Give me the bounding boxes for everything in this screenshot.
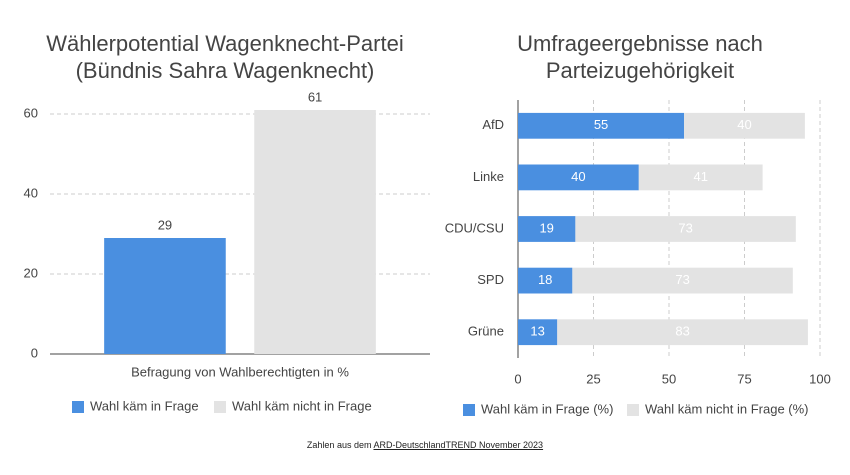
y-tick-label: 40 xyxy=(24,185,38,200)
chart-title: Wählerpotential Wagenknecht-Partei (Bünd… xyxy=(46,31,404,83)
bar xyxy=(254,110,376,354)
bar xyxy=(575,216,796,242)
y-tick-label: AfD xyxy=(482,117,504,132)
bar xyxy=(518,319,558,346)
bar xyxy=(557,319,808,346)
footer-text: Zahlen aus dem xyxy=(306,440,372,450)
bar xyxy=(572,267,793,294)
value-label: 83 xyxy=(675,324,689,339)
y-tick-label: 60 xyxy=(24,105,38,120)
x-tick-label: 75 xyxy=(737,371,751,386)
y-tick-label: CDU/CSU xyxy=(445,220,504,235)
bar xyxy=(638,164,763,191)
legend-swatch xyxy=(463,404,475,416)
value-label: 41 xyxy=(693,169,707,184)
bar xyxy=(518,216,576,242)
legend-label: Wahl käm nicht in Frage (%) xyxy=(645,401,809,416)
value-label: 73 xyxy=(678,220,692,235)
y-tick-label: Linke xyxy=(473,169,504,184)
y-tick-label: 20 xyxy=(24,265,38,280)
legend-swatch xyxy=(214,401,226,413)
value-label: 29 xyxy=(158,217,172,232)
legend-label: Wahl käm in Frage xyxy=(90,398,199,413)
value-label: 18 xyxy=(538,272,552,287)
chart-title: Umfrageergebnisse nach Parteizugehörigke… xyxy=(517,31,763,83)
x-axis-label: Befragung von Wahlberechtigten in % xyxy=(131,364,349,379)
value-label: 73 xyxy=(675,272,689,287)
x-tick-label: 50 xyxy=(662,371,676,386)
value-label: 40 xyxy=(571,169,585,184)
x-tick-label: 100 xyxy=(809,371,831,386)
bar xyxy=(518,267,573,294)
legend-swatch xyxy=(627,404,639,416)
legend-swatch xyxy=(72,401,84,413)
footer-link[interactable]: ARD-DeutschlandTREND November 2023 xyxy=(373,440,544,450)
bar xyxy=(104,238,226,354)
value-label: 61 xyxy=(308,89,322,104)
y-tick-label: Grüne xyxy=(468,324,504,339)
y-tick-label: 0 xyxy=(31,345,38,360)
value-label: 19 xyxy=(539,220,553,235)
legend-label: Wahl käm nicht in Frage xyxy=(232,398,372,413)
bar xyxy=(518,112,685,139)
x-tick-label: 0 xyxy=(514,371,521,386)
footer: Zahlen aus dem ARD-DeutschlandTREND Nove… xyxy=(0,440,850,450)
y-tick-label: SPD xyxy=(477,272,504,287)
value-label: 40 xyxy=(737,117,751,132)
legend-label: Wahl käm in Frage (%) xyxy=(481,401,613,416)
value-label: 55 xyxy=(594,117,608,132)
bar xyxy=(684,112,805,139)
x-tick-label: 25 xyxy=(586,371,600,386)
value-label: 13 xyxy=(530,324,544,339)
bar xyxy=(518,164,639,191)
